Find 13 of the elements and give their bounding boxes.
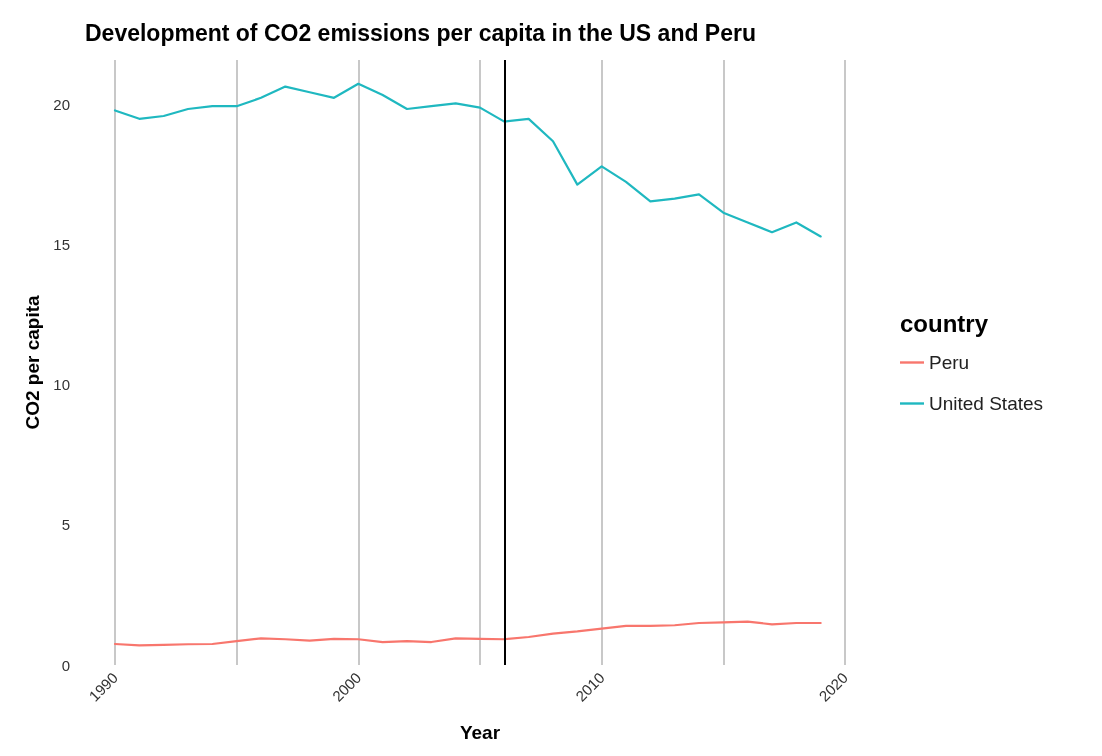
- x-axis-title: Year: [459, 722, 501, 743]
- y-axis-title: CO2 per capita: [22, 295, 44, 430]
- line-series: [113, 620, 822, 647]
- y-tick-label: 20: [53, 96, 70, 114]
- legend-title: country: [900, 309, 989, 337]
- line-series: [113, 82, 822, 238]
- chart-title: Development of CO2 emissions per capita in the US and Peru: [85, 19, 756, 46]
- legend-label: United States: [929, 393, 1044, 414]
- y-tick-label: 10: [53, 376, 70, 394]
- y-tick-label: 0: [61, 656, 70, 674]
- y-tick-label: 5: [61, 516, 70, 534]
- y-tick-label: 15: [53, 236, 70, 254]
- legend-label: Peru: [929, 352, 970, 373]
